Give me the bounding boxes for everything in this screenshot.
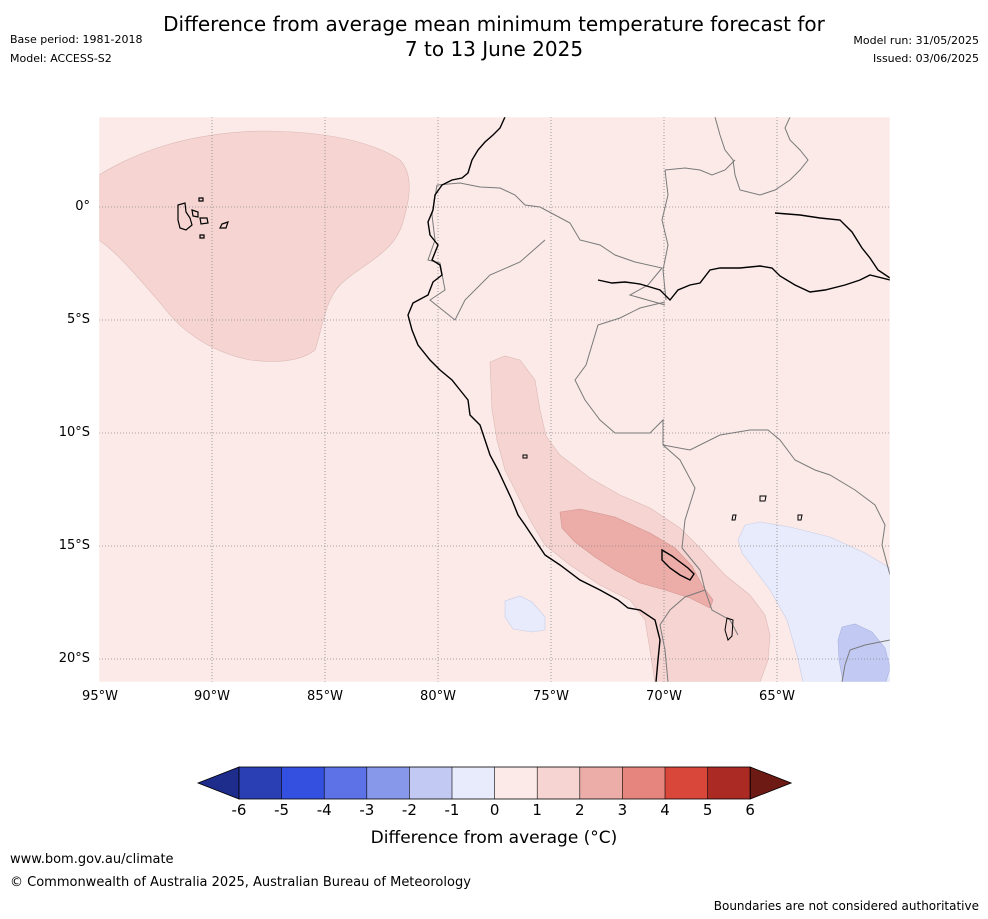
lat-label-10s: 10°S <box>58 425 90 440</box>
colorbar-arrow-high <box>749 766 793 800</box>
colorbar-tick-label: -6 <box>231 801 247 819</box>
colorbar-segment <box>622 767 665 799</box>
colorbar-segment <box>707 767 751 799</box>
base-period-text: Base period: 1981-2018 <box>10 33 143 46</box>
colorbar-segment <box>366 767 410 799</box>
galapagos-islands <box>177 197 229 239</box>
coastlines <box>407 117 890 682</box>
anomaly-region-1-2-pacific <box>99 130 410 362</box>
colorbar-tick-label: 2 <box>575 801 585 819</box>
website-text: www.bom.gov.au/climate <box>10 852 174 867</box>
lat-label-0: 0° <box>75 199 90 214</box>
lon-label-75w: 75°W <box>533 689 569 704</box>
lake-islands <box>522 454 803 641</box>
anomaly-region-minus2-minus1 <box>837 623 890 682</box>
colorbar-segment <box>452 767 495 799</box>
colorbar-segment <box>239 767 282 799</box>
copyright-text: © Commonwealth of Australia 2025, Austra… <box>10 875 471 890</box>
colorbar-tick-label: -2 <box>401 801 417 819</box>
lon-label-85w: 85°W <box>307 689 343 704</box>
colorbar-tick-label: 1 <box>532 801 542 819</box>
colorbar-tick-label: -5 <box>274 801 290 819</box>
colorbar-segment <box>281 767 325 799</box>
colorbar-segment <box>324 767 367 799</box>
colorbar-segment <box>494 767 538 799</box>
title-line-1: Difference from average mean minimum tem… <box>163 12 825 36</box>
colorbar-tick-label: 0 <box>489 801 500 819</box>
colorbar-label: Difference from average (°C) <box>370 828 618 848</box>
country-borders <box>427 117 890 682</box>
colorbar-segment <box>537 767 580 799</box>
colorbar-tick-label: -3 <box>359 801 375 819</box>
lat-label-20s: 20°S <box>58 651 90 666</box>
colorbar-tick-label: -4 <box>316 801 332 819</box>
issued-text: Issued: 03/06/2025 <box>872 52 979 65</box>
model-run-text: Model run: 31/05/2025 <box>853 34 979 47</box>
colorbar-segment <box>409 767 452 799</box>
anomaly-region-minus1-0-coast <box>504 595 546 633</box>
colorbar-tick-label: 4 <box>660 801 670 819</box>
lon-label-95w: 95°W <box>82 689 118 704</box>
gridlines <box>99 117 890 682</box>
colorbar <box>196 766 793 800</box>
lat-label-15s: 15°S <box>58 538 90 553</box>
lon-label-70w: 70°W <box>646 689 682 704</box>
lat-label-5s: 5°S <box>66 312 90 327</box>
colorbar-tick-label: 6 <box>745 801 755 819</box>
colorbar-segment <box>579 767 623 799</box>
colorbar-segment <box>665 767 708 799</box>
lon-label-80w: 80°W <box>420 689 456 704</box>
colorbar-tick-label: 3 <box>617 801 628 819</box>
lon-label-90w: 90°W <box>194 689 230 704</box>
disclaimer-text: Boundaries are not considered authoritat… <box>713 899 979 913</box>
title-line-2: 7 to 13 June 2025 <box>404 37 584 61</box>
colorbar-tick-label: 5 <box>702 801 713 819</box>
colorbar-arrow-low <box>196 766 240 800</box>
colorbar-tick-label: -1 <box>444 801 460 819</box>
map-title: Difference from average mean minimum tem… <box>0 12 988 62</box>
anomaly-region-2-3-core <box>559 508 714 609</box>
lon-label-65w: 65°W <box>759 689 795 704</box>
model-text: Model: ACCESS-S2 <box>10 52 112 65</box>
